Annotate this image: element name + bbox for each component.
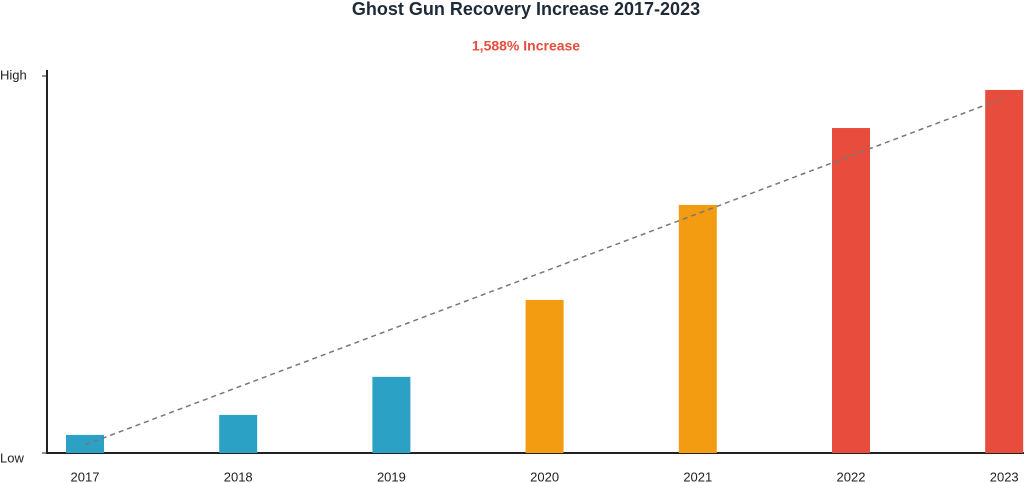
x-tick-label: 2021 (683, 469, 712, 483)
y-tick-label: High (0, 67, 27, 82)
x-tick-label: 2019 (377, 469, 406, 483)
x-tick-label: 2023 (990, 469, 1019, 483)
bar (678, 204, 717, 453)
x-tick-label: 2018 (224, 469, 253, 483)
x-tick-label: 2020 (530, 469, 559, 483)
y-tick-label: Low (0, 450, 24, 465)
chart-title: Ghost Gun Recovery Increase 2017-2023 (352, 0, 700, 19)
bar (832, 128, 870, 453)
x-tick-label: 2022 (837, 469, 866, 483)
bar (525, 299, 564, 453)
bar (66, 434, 104, 453)
bar (219, 414, 258, 453)
bar (372, 376, 411, 453)
x-tick-label: 2017 (71, 469, 100, 483)
bar (985, 89, 1024, 453)
chart-subtitle: 1,588% Increase (472, 38, 580, 54)
trend-line (84, 97, 1005, 446)
